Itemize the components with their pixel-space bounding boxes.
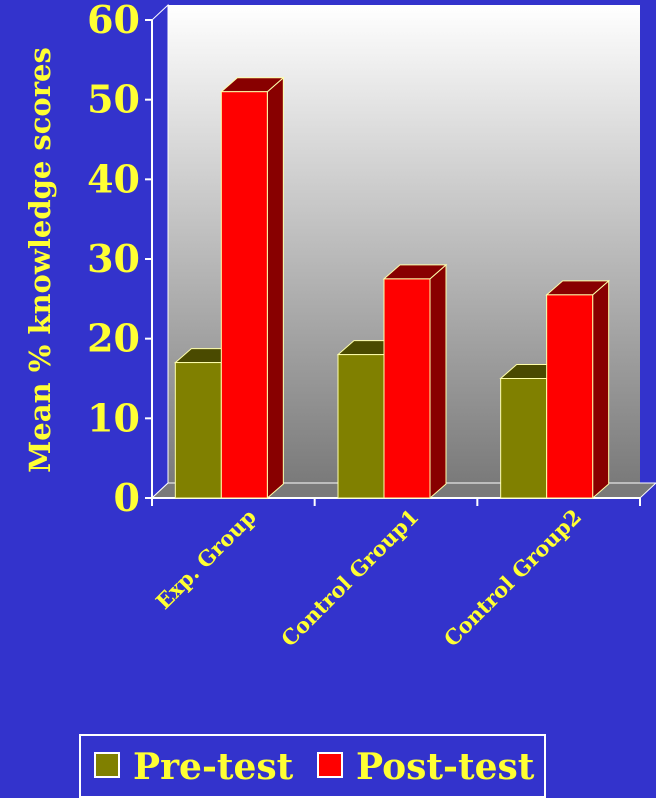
- bar-front: [174, 362, 222, 499]
- legend-label-post-test: Post-test: [356, 746, 535, 788]
- x-category-label: Control Group2: [439, 504, 587, 652]
- y-tick-label: 40: [87, 156, 140, 201]
- bar-side: [429, 263, 447, 500]
- x-category-label: Exp. Group: [151, 504, 261, 614]
- legend-swatch-pre-test: [94, 752, 120, 778]
- bar-side: [592, 279, 610, 500]
- y-tick-label: 60: [87, 0, 140, 42]
- bar-front: [500, 378, 548, 499]
- bar-post-test: [382, 263, 448, 500]
- side-wall: [151, 3, 169, 500]
- bars: [174, 76, 610, 500]
- legend: Pre-test Post-test: [79, 734, 546, 798]
- legend-swatch-post-test: [317, 752, 343, 778]
- bar-post-test: [220, 76, 285, 500]
- bar-post-test: [545, 279, 610, 500]
- y-tick-label: 20: [87, 316, 140, 361]
- y-tick-label: 10: [87, 395, 140, 440]
- bar-front: [546, 294, 594, 499]
- bar-front: [383, 278, 431, 499]
- legend-label-pre-test: Pre-test: [133, 746, 294, 788]
- y-axis-label: Mean % knowledge scores: [23, 47, 57, 473]
- y-tick-label: 0: [114, 475, 140, 520]
- x-category-label: Control Group1: [276, 504, 424, 652]
- y-tick-label: 50: [87, 77, 140, 122]
- bar-front: [220, 91, 268, 499]
- back-wall: [168, 5, 640, 483]
- legend-box: [79, 734, 546, 798]
- bar-front: [337, 354, 385, 499]
- y-tick-label: 30: [87, 236, 140, 281]
- bar-side: [266, 76, 284, 500]
